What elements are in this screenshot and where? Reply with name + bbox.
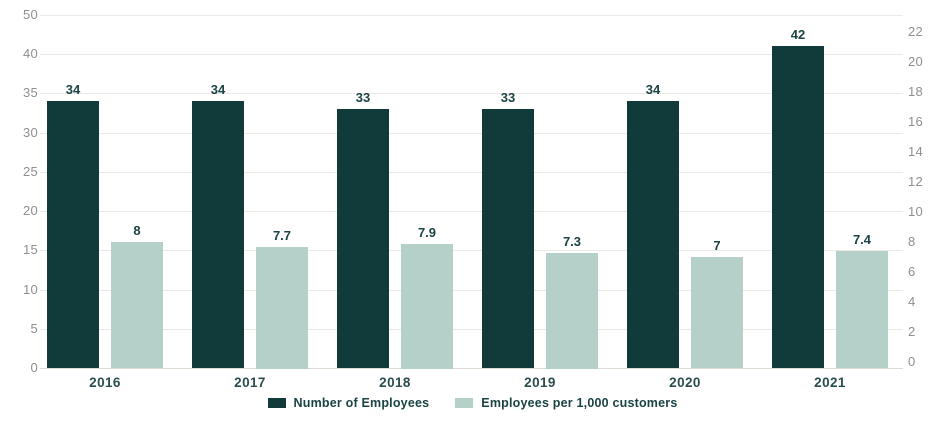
left-axis-tick: 40: [22, 46, 38, 61]
gridline: [40, 329, 903, 330]
right-axis-tick: 14: [908, 144, 924, 159]
legend-swatch-employees-per-1000-customers: [455, 398, 474, 408]
legend-label-employees-per-1000-customers: Employees per 1,000 customers: [481, 396, 678, 410]
left-axis-tick: 50: [22, 7, 38, 22]
left-axis-tick: 20: [22, 203, 38, 218]
bar-employees-per-1000-customers: [111, 242, 163, 368]
right-axis-tick: 12: [908, 174, 924, 189]
gridline: [40, 211, 903, 212]
right-axis-tick: 4: [908, 294, 916, 309]
x-axis-category-label: 2021: [814, 375, 846, 390]
x-axis-category-label: 2020: [669, 375, 701, 390]
right-axis-tick: 10: [908, 204, 924, 219]
bar-value-label: 8: [133, 223, 141, 238]
bar-value-label: 33: [355, 90, 371, 105]
legend-item-number-of-employees: Number of Employees: [267, 396, 430, 410]
gridline: [40, 172, 903, 173]
right-axis-tick: 8: [908, 234, 916, 249]
bar-number-of-employees: [47, 101, 99, 368]
right-axis-tick: 20: [908, 54, 924, 69]
right-axis-tick: 22: [908, 24, 924, 39]
bar-number-of-employees: [192, 101, 244, 368]
legend-label-number-of-employees: Number of Employees: [293, 396, 430, 410]
right-axis-tick: 16: [908, 114, 924, 129]
bar-employees-per-1000-customers: [546, 253, 598, 369]
bar-number-of-employees: [337, 109, 389, 368]
legend-item-employees-per-1000-customers: Employees per 1,000 customers: [455, 396, 677, 410]
bar-value-label: 7.7: [272, 228, 292, 243]
bar-value-label: 34: [210, 82, 226, 97]
bar-employees-per-1000-customers: [836, 251, 888, 368]
chart-legend: Number of Employees Employees per 1,000 …: [0, 396, 945, 410]
bar-value-label: 34: [645, 82, 661, 97]
left-axis-tick: 0: [30, 360, 38, 375]
left-axis-tick: 35: [22, 85, 38, 100]
legend-swatch-number-of-employees: [267, 398, 286, 408]
bar-value-label: 7.4: [852, 232, 872, 247]
left-axis-tick: 10: [22, 282, 38, 297]
bar-employees-per-1000-customers: [256, 247, 308, 369]
x-axis-line: [40, 368, 903, 369]
gridline: [40, 15, 903, 16]
gridline: [40, 250, 903, 251]
gridline: [40, 290, 903, 291]
bar-number-of-employees: [772, 46, 824, 368]
bar-number-of-employees: [482, 109, 534, 368]
x-axis-category-label: 2017: [234, 375, 266, 390]
bar-value-label: 7.9: [417, 225, 437, 240]
left-axis-tick: 25: [22, 164, 38, 179]
bar-value-label: 33: [500, 90, 516, 105]
bar-employees-per-1000-customers: [691, 257, 743, 368]
bar-value-label: 34: [65, 82, 81, 97]
bar-value-label: 7.3: [562, 234, 582, 249]
bar-value-label: 7: [713, 238, 721, 253]
right-axis-tick: 2: [908, 324, 916, 339]
x-axis-category-label: 2019: [524, 375, 556, 390]
bar-employees-per-1000-customers: [401, 244, 453, 369]
x-axis-category-label: 2016: [89, 375, 121, 390]
right-axis-tick: 18: [908, 84, 924, 99]
gridline: [40, 133, 903, 134]
x-axis-category-label: 2018: [379, 375, 411, 390]
gridline: [40, 54, 903, 55]
bar-number-of-employees: [627, 101, 679, 368]
left-axis-tick: 15: [22, 242, 38, 257]
gridline: [40, 93, 903, 94]
right-axis-tick: 0: [908, 354, 916, 369]
left-axis-tick: 30: [22, 125, 38, 140]
left-axis-tick: 5: [30, 321, 38, 336]
bar-value-label: 42: [790, 27, 806, 42]
right-axis-tick: 6: [908, 264, 916, 279]
